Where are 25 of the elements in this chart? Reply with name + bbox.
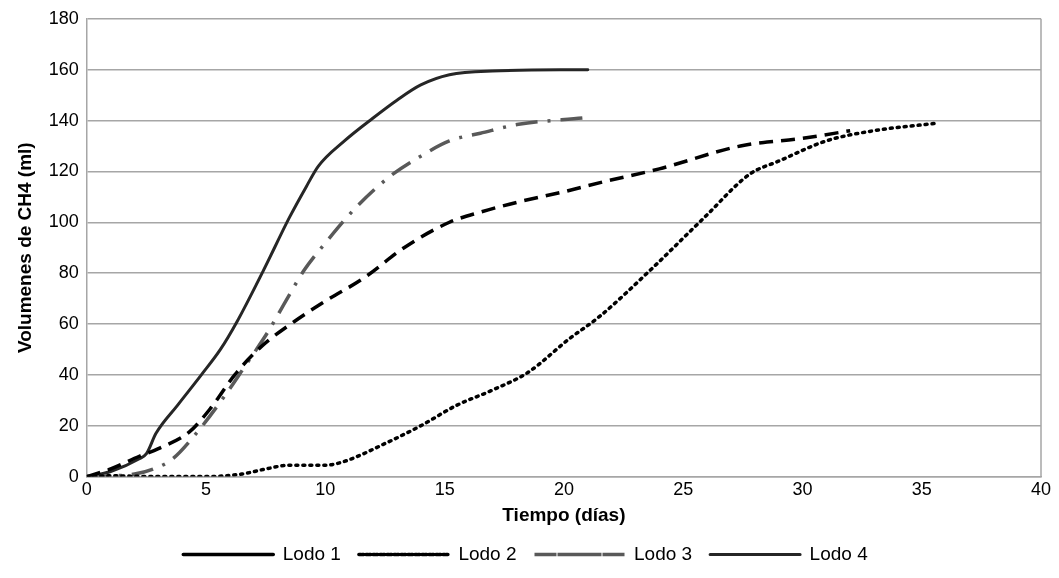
x-tick-label: 10 — [315, 479, 336, 500]
x-tick-label: 40 — [1030, 479, 1052, 500]
x-tick-label: 15 — [434, 479, 455, 500]
legend-label: Lodo 4 — [809, 542, 869, 564]
y-tick-label: 140 — [48, 109, 79, 130]
y-tick-label: 40 — [58, 363, 79, 384]
x-tick-label: 30 — [792, 479, 813, 500]
legend-label: Lodo 2 — [458, 542, 517, 564]
x-tick-label: 35 — [911, 479, 932, 500]
legend-label: Lodo 1 — [282, 542, 341, 564]
y-tick-label: 100 — [48, 211, 79, 232]
y-tick-label: 0 — [68, 465, 79, 486]
x-tick-label: 20 — [553, 479, 574, 500]
y-axis-title: Volumenes de CH4 (ml) — [13, 142, 35, 354]
y-tick-label: 160 — [48, 58, 79, 79]
y-tick-label: 80 — [58, 262, 79, 283]
legend-label: Lodo 3 — [634, 542, 693, 564]
y-tick-label: 20 — [58, 414, 79, 435]
y-tick-label: 180 — [48, 7, 79, 28]
y-tick-label: 120 — [48, 160, 79, 181]
y-tick-label: 60 — [58, 312, 79, 333]
x-tick-label: 0 — [81, 479, 92, 500]
x-tick-label: 25 — [673, 479, 694, 500]
x-axis-title: Tiempo (días) — [502, 503, 626, 525]
x-tick-label: 5 — [201, 479, 212, 500]
